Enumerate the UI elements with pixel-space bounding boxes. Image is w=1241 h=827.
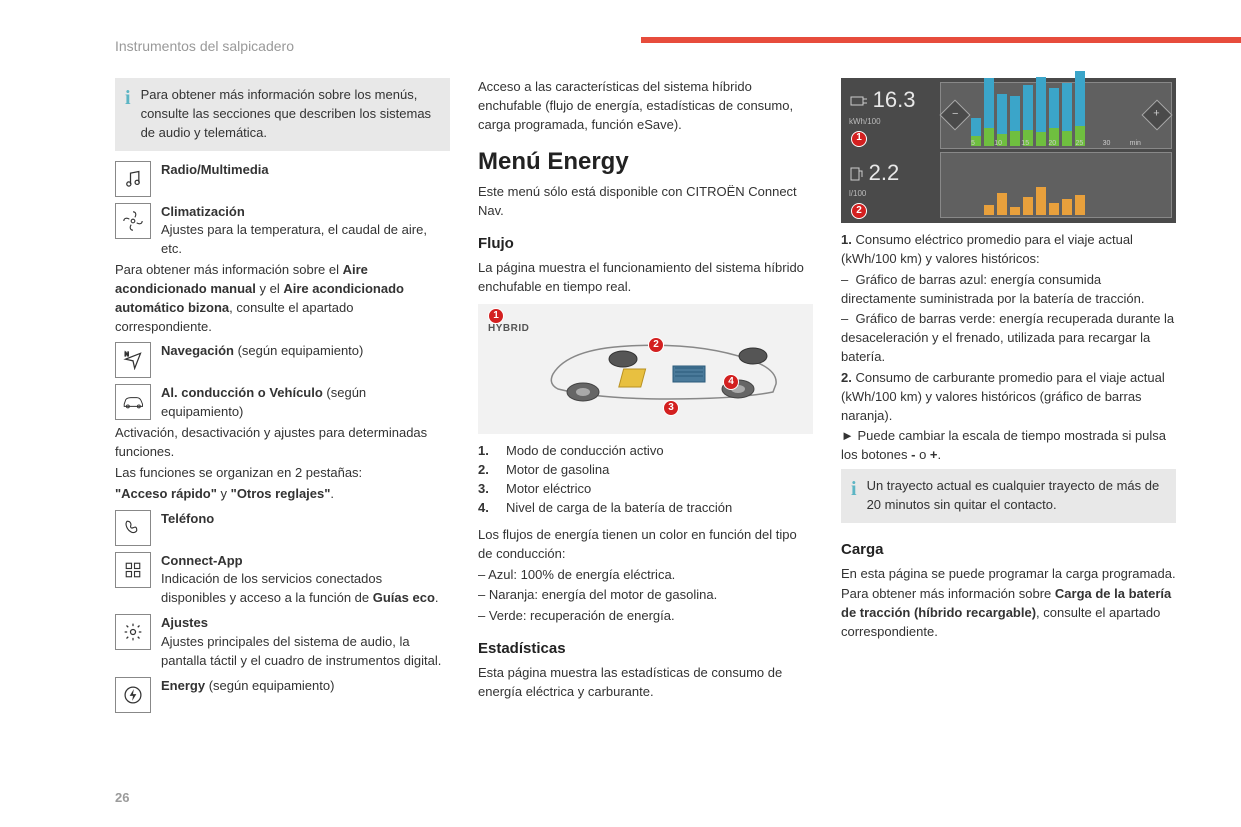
electric-chart: − + 51015202530min [940,82,1172,149]
info-icon: i [125,88,131,143]
blue-bar-desc: – Gráfico de barras azul: energía consum… [841,271,1176,309]
stats-charts: − + 51015202530min [936,78,1176,223]
charge-desc-1: En esta página se puede programar la car… [841,565,1176,584]
legend-4: Nivel de carga de la batería de tracción [506,499,732,518]
legend-2: Motor de gasolina [506,461,609,480]
menu-item-driving: Al. conducción o Vehículo (según equipam… [115,384,450,422]
nav-title: Navegación [161,343,234,358]
info-icon: i [851,479,857,515]
climate-title: Climatización [161,203,450,222]
plug-icon [849,94,869,108]
menu-item-energy: Energy (según equipamiento) [115,677,450,713]
column-3: 16.3 kWh/100 1 2.2 l/100 2 − + 510152025… [841,78,1176,715]
svg-text:N: N [125,352,129,358]
car-icon [115,384,151,420]
menu-item-navigation: N Navegación (según equipamiento) [115,342,450,378]
settings-desc: Ajustes principales del sistema de audio… [161,634,441,668]
menu-item-settings: Ajustes Ajustes principales del sistema … [115,614,450,671]
color-green: – Verde: recuperación de energía. [478,607,813,626]
menu-item-connect: Connect-App Indicación de los servicios … [115,552,450,609]
driving-tabs: "Acceso rápido" y "Otros reglajes". [115,485,450,504]
menu-item-phone: Teléfono [115,510,450,546]
trip-info-text: Un trayecto actual es cualquier trayecto… [867,477,1166,515]
menu-item-radio: Radio/Multimedia [115,161,450,197]
energy-title: Energy [161,678,205,693]
hybrid-flow-diagram: 1 HYBRID 2 4 3 [478,304,813,434]
music-note-icon [115,161,151,197]
info-text: Para obtener más información sobre los m… [141,86,440,143]
column-1: i Para obtener más información sobre los… [115,78,450,715]
energy-menu-desc: Este menú sólo está disponible con CITRO… [478,183,813,221]
column-2: Acceso a las características del sistema… [478,78,813,715]
fuel-readout: 2.2 l/100 2 [841,151,936,224]
connect-title: Connect-App [161,552,450,571]
trip-info-callout: i Un trayecto actual es cualquier trayec… [841,469,1176,523]
fuel-pump-icon [849,166,865,182]
radio-title: Radio/Multimedia [161,162,269,177]
connect-desc: Indicación de los servicios conectados d… [161,571,382,605]
caption-1: 1. Consumo eléctrico promedio para el vi… [841,231,1176,269]
connect-bold: Guías eco [373,590,435,605]
scale-tip: ► Puede cambiar la escala de tiempo most… [841,427,1176,465]
green-bar-desc: – Gráfico de barras verde: energía recup… [841,310,1176,367]
nav-suffix: (según equipamiento) [234,343,363,358]
minus-button[interactable]: − [939,100,970,131]
stats-title: Estadísticas [478,638,813,660]
driving-title: Al. conducción o Vehículo [161,385,323,400]
content-columns: i Para obtener más información sobre los… [115,78,1201,715]
energy-menu-title: Menú Energy [478,145,813,180]
climate-desc: Ajustes para la temperatura, el caudal d… [161,222,427,256]
compass-icon: N [115,342,151,378]
fuel-chart [940,152,1172,219]
color-blue: – Azul: 100% de energía eléctrica. [478,566,813,585]
colors-intro: Los flujos de energía tienen un color en… [478,526,813,564]
flow-desc: La página muestra el funcionamiento del … [478,259,813,297]
electric-value: 16.3 [873,87,916,112]
apps-grid-icon [115,552,151,588]
col2-intro: Acceso a las características del sistema… [478,78,813,135]
readout-badge-2: 2 [851,203,867,219]
gear-icon [115,614,151,650]
stats-desc: Esta página muestra las estadísticas de … [478,664,813,702]
plus-button[interactable]: + [1141,100,1172,131]
page-number: 26 [115,790,129,805]
header-accent-bar [641,37,1241,43]
section-header: Instrumentos del salpicadero [115,38,294,54]
fuel-value: 2.2 [869,160,900,185]
electric-readout: 16.3 kWh/100 1 [841,78,936,151]
electric-unit: kWh/100 [849,116,928,128]
fuel-unit: l/100 [849,188,928,200]
diagram-legend: 1.Modo de conducción activo 2.Motor de g… [478,442,813,517]
stats-readouts: 16.3 kWh/100 1 2.2 l/100 2 [841,78,936,223]
charge-title: Carga [841,539,1176,561]
phone-icon [115,510,151,546]
lightning-icon [115,677,151,713]
readout-badge-1: 1 [851,131,867,147]
legend-1: Modo de conducción activo [506,442,664,461]
climate-extra: Para obtener más información sobre el Ai… [115,261,450,336]
menu-item-climate: Climatización Ajustes para la temperatur… [115,203,450,260]
energy-suffix: (según equipamiento) [205,678,334,693]
info-callout: i Para obtener más información sobre los… [115,78,450,151]
color-orange: – Naranja: energía del motor de gasolina… [478,586,813,605]
charge-desc-2: Para obtener más información sobre Carga… [841,585,1176,642]
driving-desc-2: Las funciones se organizan en 2 pestañas… [115,464,450,483]
settings-title: Ajustes [161,614,450,633]
phone-title: Teléfono [161,511,214,526]
caption-2: 2. Consumo de carburante promedio para e… [841,369,1176,426]
stats-screenshot: 16.3 kWh/100 1 2.2 l/100 2 − + 510152025… [841,78,1176,223]
flow-title: Flujo [478,233,813,255]
legend-3: Motor eléctrico [506,480,591,499]
hybrid-mode-label: HYBRID [488,322,529,337]
fan-icon [115,203,151,239]
driving-desc-1: Activación, desactivación y ajustes para… [115,424,450,462]
